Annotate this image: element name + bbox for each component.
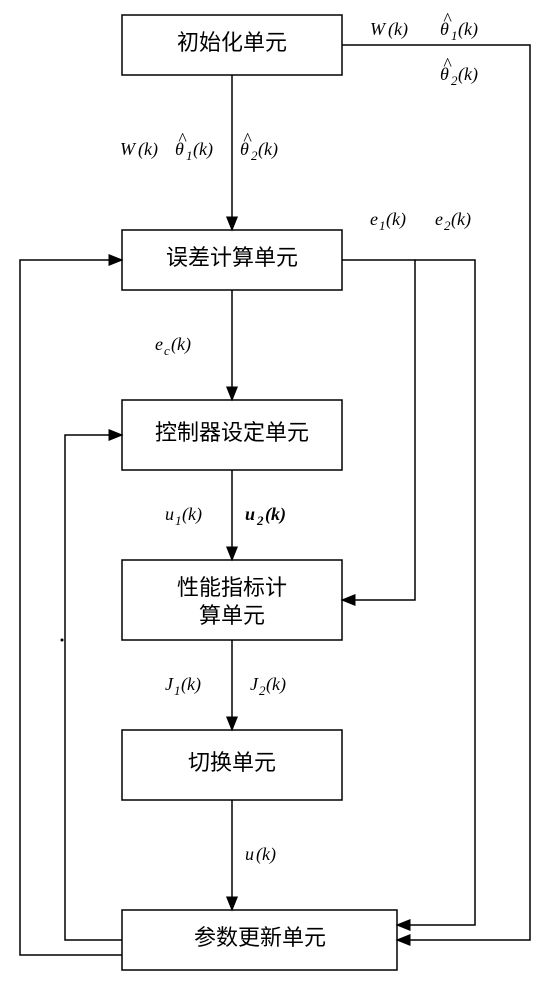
svg-text:(k): (k) [451,209,471,230]
svg-text:u: u [245,844,254,864]
box-param-label: 参数更新单元 [194,925,326,950]
svg-text:θ: θ [440,64,449,84]
svg-text:(k): (k) [171,334,191,355]
label-J2: J 2 (k) [250,674,286,698]
label-topright-Wk: W (k) [370,19,408,40]
svg-text:(k): (k) [266,674,286,695]
box-perf-label2: 算单元 [199,603,265,628]
svg-text:1: 1 [175,513,182,528]
svg-text:2: 2 [451,73,458,88]
svg-text:θ: θ [440,19,449,39]
svg-text:2: 2 [251,148,258,163]
label-u: u (k) [245,844,276,865]
svg-text:1: 1 [174,683,181,698]
svg-text:(k): (k) [193,139,213,160]
box-switch-label: 切换单元 [188,750,276,775]
box-ctrl-label: 控制器设定单元 [155,420,309,445]
dot-decor [61,639,64,642]
svg-text:(k): (k) [388,19,408,40]
label-e2: e 2 (k) [435,209,471,233]
svg-text:2: 2 [259,683,266,698]
svg-text:J: J [250,674,259,694]
edge-param-left-ctrl [65,435,122,940]
svg-text:θ: θ [240,139,249,159]
svg-text:u: u [165,504,174,524]
svg-text:(k): (k) [458,19,478,40]
svg-text:(k): (k) [181,674,201,695]
svg-text:J: J [165,674,174,694]
svg-text:θ: θ [175,139,184,159]
svg-text:1: 1 [186,148,193,163]
label-u2: u 2 (k) [245,504,286,528]
label-topright-theta1: ^ θ 1 (k) [440,9,478,43]
edge-error-right-param [397,260,475,925]
label-down-theta1: ^ θ 1 (k) [175,129,213,163]
svg-text:u: u [245,504,255,524]
svg-text:e: e [435,209,443,229]
svg-text:1: 1 [379,218,386,233]
edge-init-right-param [342,45,530,940]
svg-text:2: 2 [444,218,451,233]
box-error-label: 误差计算单元 [166,245,298,270]
label-ec: e c (k) [155,334,191,358]
svg-text:(k): (k) [386,209,406,230]
svg-text:(k): (k) [258,139,278,160]
label-topright-theta2: ^ θ 2 (k) [440,54,478,88]
label-down-Wk: W (k) [120,139,158,160]
svg-text:(k): (k) [138,139,158,160]
edge-param-left-error [20,260,122,955]
edge-error-right-perf [342,260,415,600]
box-perf-label1: 性能指标计 [177,575,287,600]
svg-text:W: W [370,19,387,39]
label-down-theta2: ^ θ 2 (k) [240,129,278,163]
svg-text:2: 2 [256,513,264,528]
svg-text:e: e [155,334,163,354]
svg-text:(k): (k) [458,64,478,85]
svg-text:W: W [120,139,137,159]
label-e1: e 1 (k) [370,209,406,233]
label-u1: u 1 (k) [165,504,202,528]
svg-text:(k): (k) [256,844,276,865]
svg-text:(k): (k) [265,504,286,525]
label-J1: J 1 (k) [165,674,201,698]
svg-text:c: c [164,343,170,358]
svg-text:e: e [370,209,378,229]
svg-text:1: 1 [451,28,458,43]
box-init-label: 初始化单元 [177,30,287,55]
svg-text:(k): (k) [182,504,202,525]
